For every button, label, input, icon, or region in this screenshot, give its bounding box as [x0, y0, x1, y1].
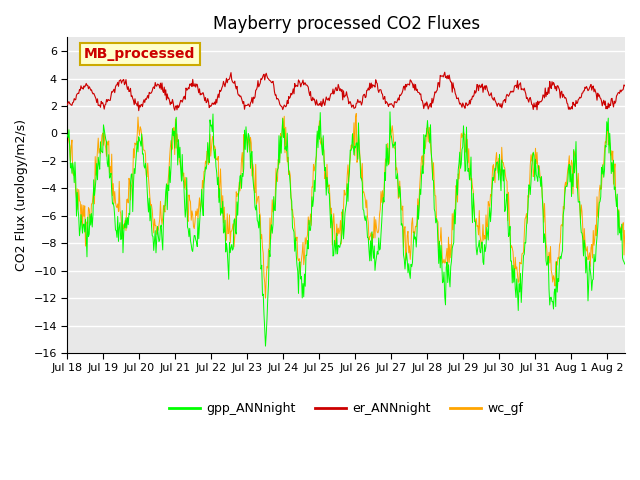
- Line: wc_gf: wc_gf: [67, 114, 625, 298]
- gpp_ANNnight: [66, 144, 74, 150]
- gpp_ANNnight: [262, 343, 269, 349]
- Title: Mayberry processed CO2 Fluxes: Mayberry processed CO2 Fluxes: [212, 15, 479, 33]
- wc_gf: [66, 143, 74, 148]
- wc_gf: [323, 161, 331, 167]
- gpp_ANNnight: [141, 160, 149, 166]
- wc_gf: [353, 111, 360, 117]
- er_ANNnight: [441, 70, 449, 75]
- er_ANNnight: [66, 101, 74, 107]
- wc_gf: [63, 124, 71, 130]
- wc_gf: [302, 241, 310, 247]
- Text: MB_processed: MB_processed: [84, 47, 196, 61]
- er_ANNnight: [302, 82, 310, 88]
- er_ANNnight: [465, 102, 472, 108]
- er_ANNnight: [135, 108, 143, 114]
- Y-axis label: CO2 Flux (urology/m2/s): CO2 Flux (urology/m2/s): [15, 119, 28, 271]
- wc_gf: [621, 228, 628, 233]
- Line: gpp_ANNnight: gpp_ANNnight: [67, 112, 625, 346]
- Line: er_ANNnight: er_ANNnight: [67, 72, 625, 111]
- er_ANNnight: [479, 81, 486, 87]
- Legend: gpp_ANNnight, er_ANNnight, wc_gf: gpp_ANNnight, er_ANNnight, wc_gf: [164, 397, 528, 420]
- gpp_ANNnight: [386, 109, 394, 115]
- wc_gf: [465, 146, 472, 152]
- gpp_ANNnight: [621, 261, 628, 267]
- er_ANNnight: [621, 83, 628, 89]
- er_ANNnight: [323, 96, 331, 102]
- wc_gf: [479, 236, 486, 242]
- er_ANNnight: [63, 102, 71, 108]
- wc_gf: [262, 295, 269, 301]
- wc_gf: [141, 151, 149, 157]
- er_ANNnight: [142, 96, 150, 102]
- gpp_ANNnight: [465, 166, 472, 171]
- gpp_ANNnight: [302, 252, 310, 258]
- gpp_ANNnight: [479, 239, 486, 245]
- gpp_ANNnight: [323, 174, 331, 180]
- gpp_ANNnight: [63, 132, 71, 138]
